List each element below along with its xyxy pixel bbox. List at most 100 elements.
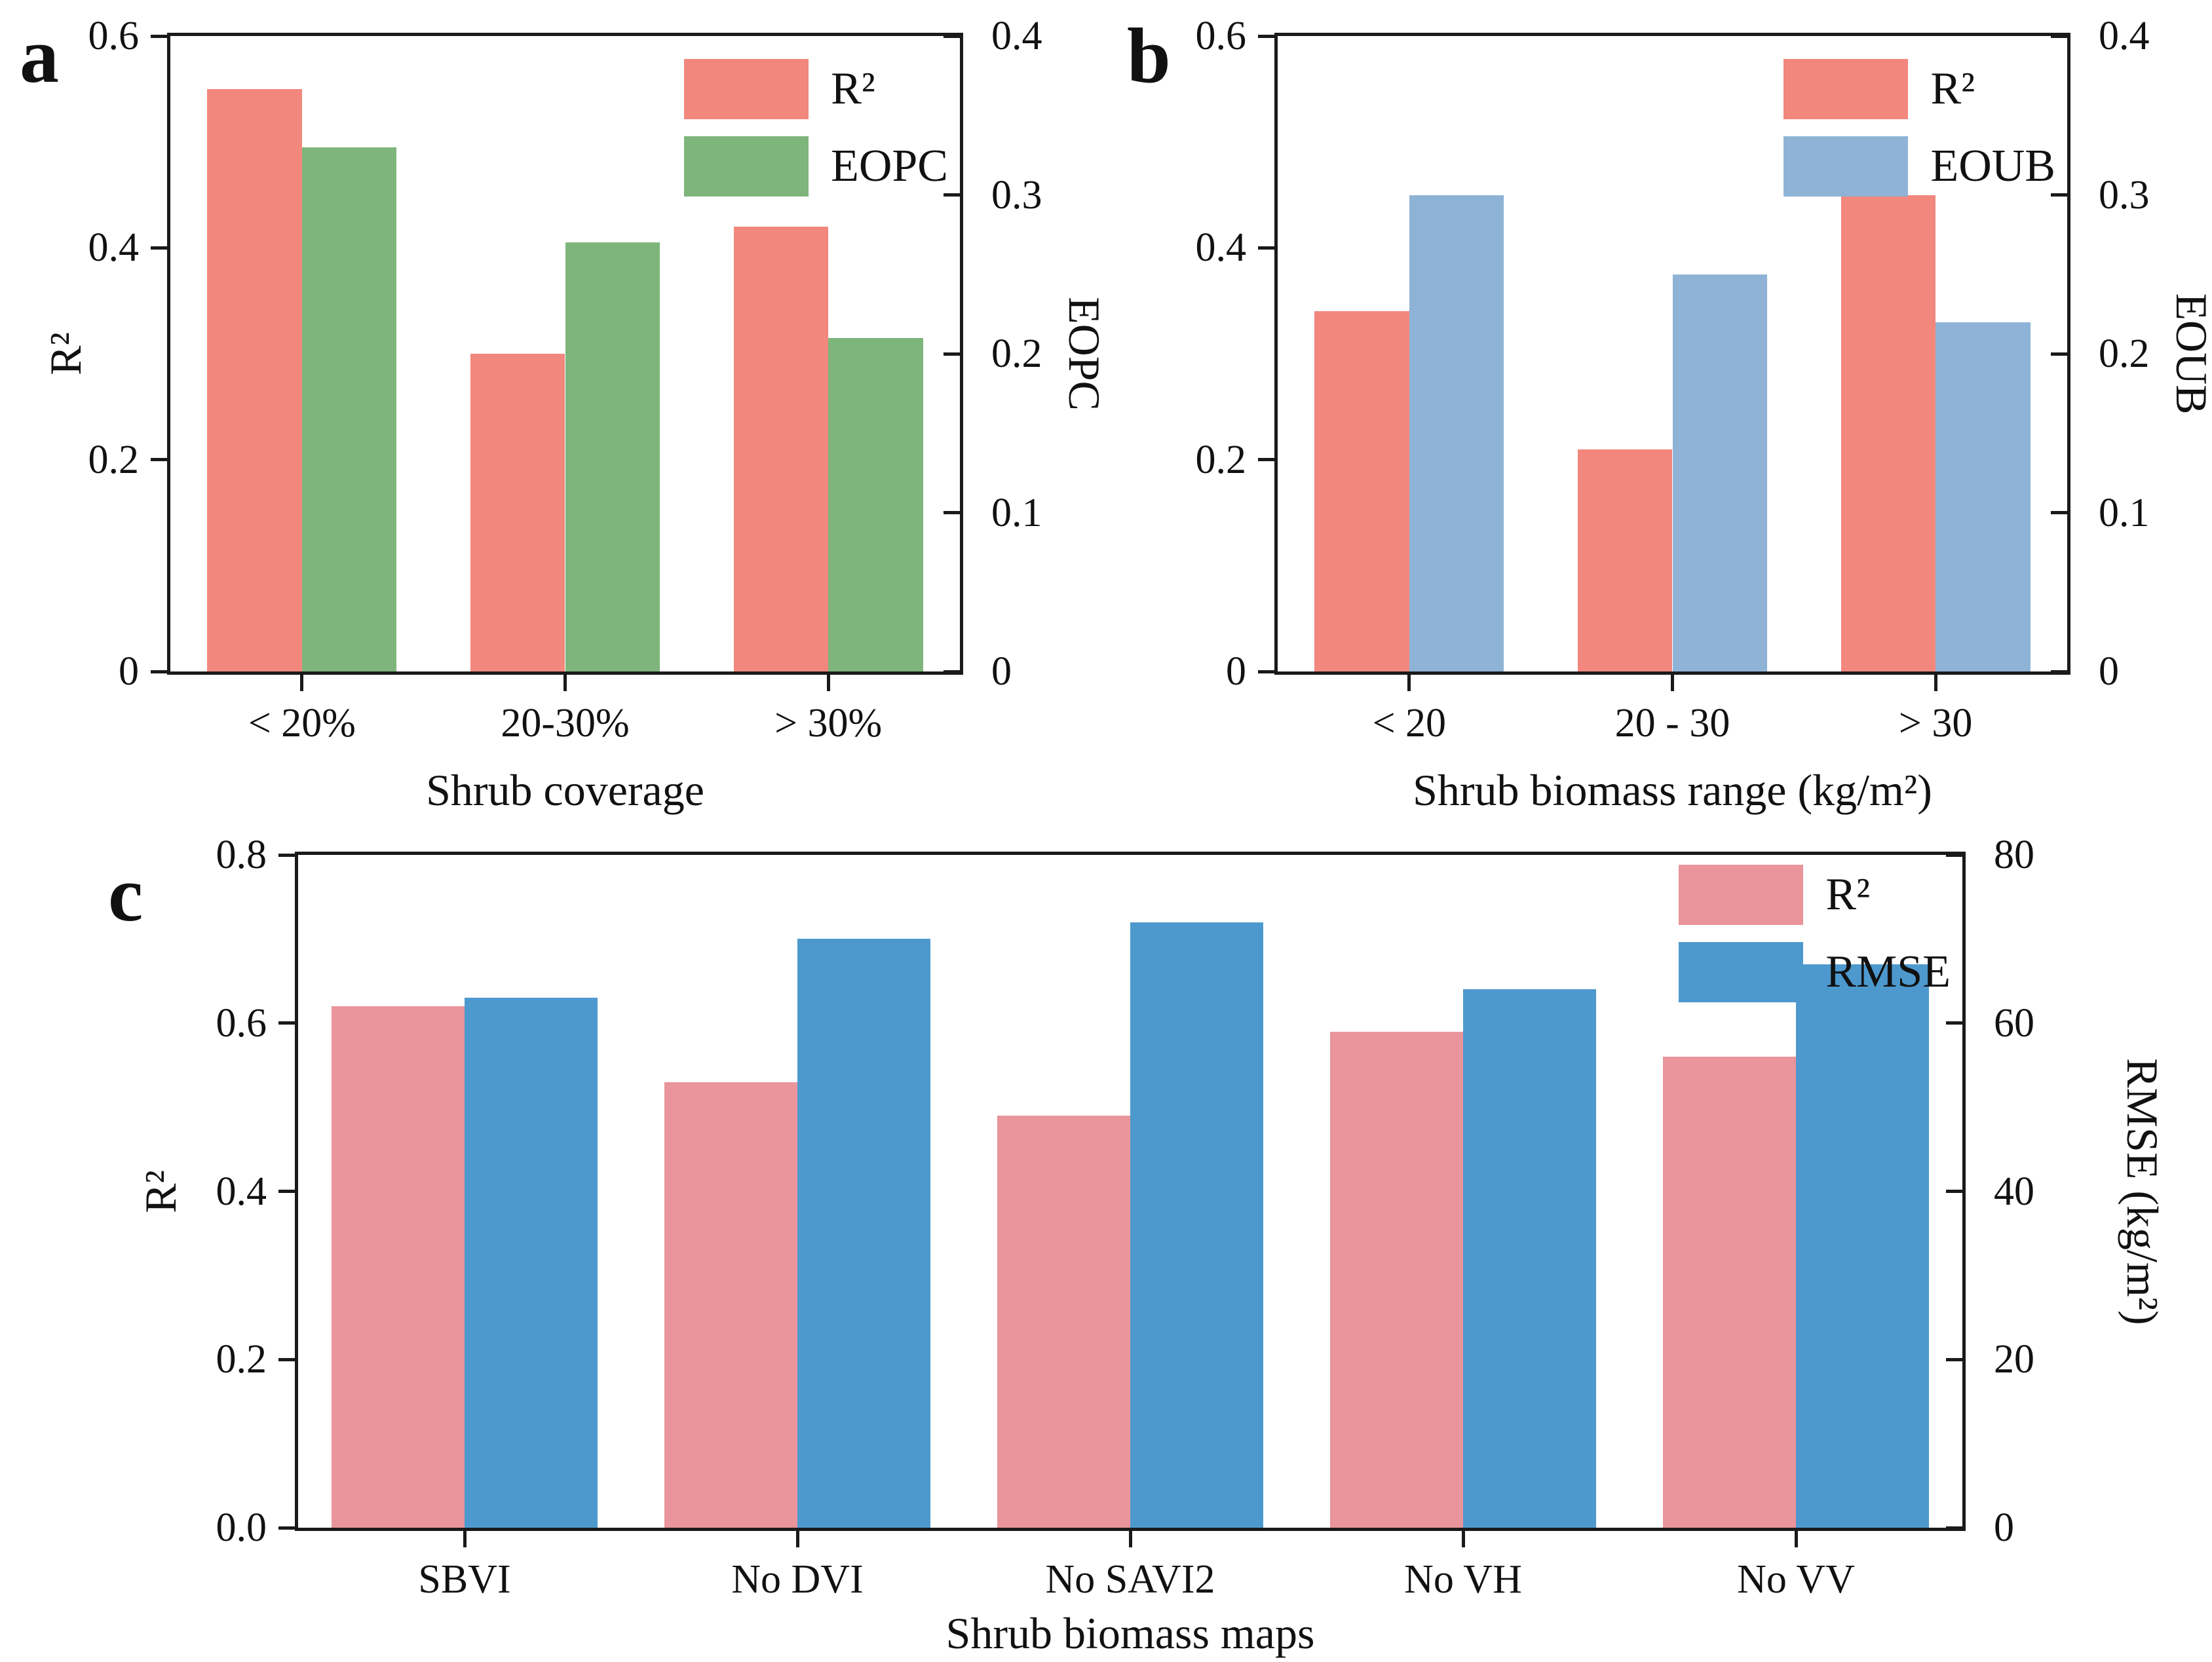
chart-c-x-axis-title: Shrub biomass maps	[945, 1608, 1315, 1658]
bar-EOUB-2	[1672, 274, 1768, 671]
left-axis-tick	[1258, 458, 1278, 462]
legend-swatch-EOUB	[1783, 136, 1909, 197]
legend-item: R²	[684, 59, 948, 119]
right-axis-tick	[2051, 670, 2070, 673]
bar-R-4	[1329, 1031, 1463, 1528]
bar-EOPC-2	[565, 242, 660, 671]
x-axis-tick	[463, 1528, 467, 1547]
x-category-label: No VH	[1404, 1557, 1522, 1602]
left-axis-tick-label: 0	[119, 649, 139, 694]
bar-R-2	[664, 1082, 797, 1528]
panel-letter-b: b	[1127, 12, 1171, 99]
legend-label: EOUB	[1930, 141, 2055, 191]
legend-swatch-R	[684, 59, 809, 119]
left-axis-tick	[151, 34, 170, 38]
x-category-label: > 30%	[774, 701, 883, 746]
x-category-label: No SAVI2	[1045, 1557, 1215, 1602]
right-axis-tick-label: 0.2	[991, 331, 1042, 376]
left-axis-tick-label: 0.0	[216, 1505, 267, 1550]
legend-label: R²	[1825, 869, 1871, 920]
chart-c-right-axis-title: RMSE (kg/m²)	[2118, 1057, 2167, 1325]
chart-c-plot-area: R² RMSE (kg/m²) Shrub biomass maps R² RMS…	[136, 835, 2167, 1658]
bar-RMSE-3	[1130, 922, 1264, 1528]
left-axis-tick	[278, 1357, 298, 1361]
x-axis-tick	[795, 1528, 799, 1547]
right-axis-tick	[2051, 511, 2070, 514]
right-axis-tick	[2051, 352, 2070, 356]
bar-RMSE-5	[1796, 964, 1930, 1528]
legend-label: R²	[1930, 64, 1975, 114]
chart-c-legend: R² RMSE	[1679, 865, 1951, 1002]
left-axis-tick-label: 0.4	[216, 1169, 267, 1214]
left-axis-tick	[1258, 246, 1278, 250]
left-axis-tick	[151, 246, 170, 250]
right-axis-tick-label: 0.4	[2099, 14, 2150, 58]
chart-a-legend: R² EOPC	[684, 59, 948, 197]
left-axis-tick-label: 0.4	[1195, 225, 1247, 271]
bar-EOUB-3	[1936, 322, 2031, 671]
chart-b-legend: R² EOUB	[1783, 59, 2055, 197]
legend-label: RMSE	[1825, 947, 1951, 997]
bar-EOPC-3	[828, 337, 923, 671]
right-axis-tick-label: 80	[1994, 833, 2034, 877]
legend-label: EOPC	[831, 141, 948, 191]
x-axis-tick	[563, 671, 567, 691]
x-axis-tick	[300, 671, 304, 691]
right-axis-tick-label: 20	[1994, 1337, 2034, 1382]
legend-swatch-R	[1783, 59, 1909, 119]
left-axis-tick-label: 0.2	[88, 437, 140, 482]
left-axis-tick-label: 0.2	[1195, 437, 1247, 482]
right-axis-tick	[944, 670, 963, 673]
legend-swatch-RMSE	[1679, 942, 1804, 1002]
x-category-label: 20-30%	[501, 701, 630, 746]
bar-RMSE-4	[1463, 989, 1597, 1528]
x-axis-tick	[826, 671, 830, 691]
bar-R-3	[1840, 195, 1936, 671]
right-axis-tick	[2051, 34, 2070, 38]
right-axis-tick-label: 0.3	[991, 172, 1042, 217]
left-axis-tick	[278, 1526, 298, 1530]
x-axis-tick	[1128, 1528, 1132, 1547]
bar-EOPC-1	[301, 147, 397, 671]
right-axis-tick	[1946, 1357, 1966, 1361]
bar-R-3	[997, 1115, 1130, 1528]
bar-R-3	[733, 227, 829, 671]
x-category-label: < 20	[1372, 701, 1447, 746]
bar-R-2	[470, 354, 565, 671]
x-axis-tick	[1934, 671, 1937, 691]
right-axis-tick-label: 60	[1994, 1000, 2034, 1046]
left-axis-tick	[151, 670, 170, 673]
right-axis-tick	[944, 511, 963, 514]
left-axis-tick	[278, 1190, 298, 1193]
x-category-label: SBVI	[418, 1557, 511, 1602]
left-axis-tick-label: 0.6	[88, 14, 140, 58]
legend-item: R²	[1679, 865, 1951, 925]
panel-letter-c: c	[108, 850, 143, 937]
right-axis-tick-label: 0.3	[2099, 172, 2150, 217]
right-axis-tick-label: 0.2	[2099, 331, 2150, 376]
right-axis-tick-label: 0.1	[991, 490, 1042, 535]
right-axis-tick-label: 0	[991, 649, 1012, 694]
bar-RMSE-1	[465, 998, 598, 1528]
left-axis-tick-label: 0.6	[216, 1000, 267, 1046]
x-category-label: > 30	[1898, 701, 1973, 746]
right-axis-tick	[944, 34, 963, 38]
right-axis-tick	[1946, 1190, 1966, 1193]
x-category-label: 20 - 30	[1614, 701, 1730, 746]
x-category-label: No VV	[1737, 1557, 1855, 1602]
chart-a-right-axis-title: EOPC	[1059, 297, 1109, 411]
right-axis-tick	[1946, 853, 1966, 857]
panel-letter-a: a	[20, 12, 59, 99]
bar-RMSE-2	[797, 939, 931, 1528]
bar-R-1	[207, 88, 302, 671]
left-axis-tick-label: 0.8	[216, 833, 267, 877]
bar-EOUB-1	[1409, 195, 1504, 671]
left-axis-tick	[278, 853, 298, 857]
chart-a-plot-area: R² EOPC Shrub coverage R² EOPC 0.6 0.4 0.2 0…	[41, 16, 1109, 815]
bar-R-1	[1314, 311, 1409, 671]
right-axis-tick-label: 0	[2099, 649, 2119, 694]
right-axis-tick-label: 0.4	[991, 14, 1042, 58]
right-axis-tick	[2051, 193, 2070, 197]
legend-swatch-EOPC	[684, 136, 809, 197]
